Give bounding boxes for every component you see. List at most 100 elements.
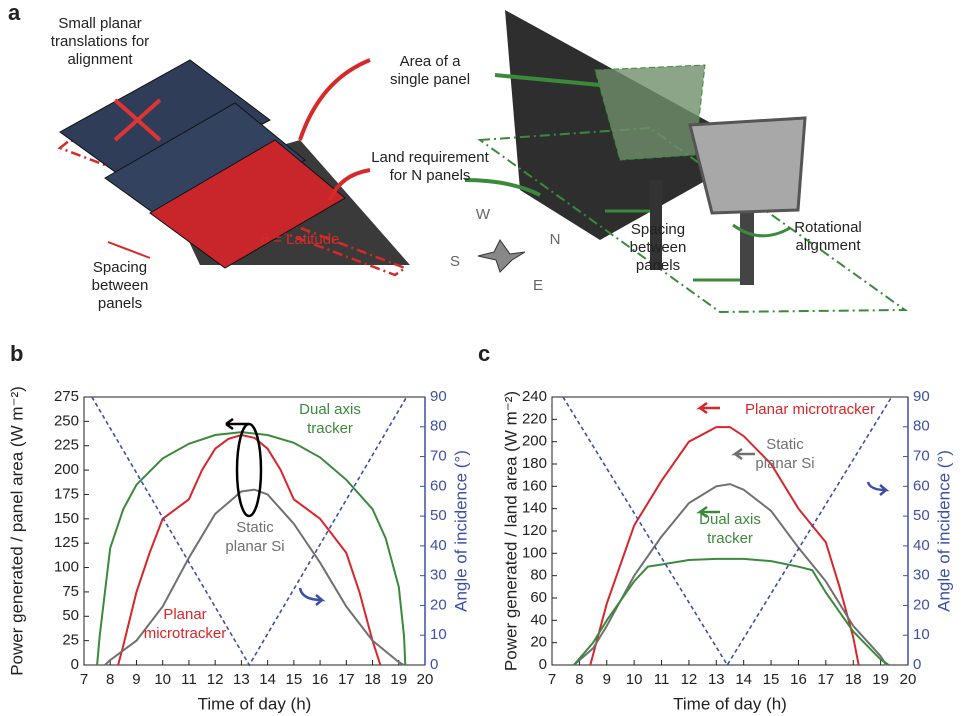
annotation: microtracker [144,625,227,642]
arrow [696,401,720,415]
annotation: Planar microtracker [745,401,875,418]
arrow [866,481,890,496]
y2-tick-label: 80 [913,418,930,435]
series-line [91,396,408,667]
y-tick-label: 200 [54,461,79,478]
x-tick-label: 18 [364,671,381,688]
arrow [298,587,326,606]
panel [594,64,706,161]
illustration-label: for N panels [390,167,471,184]
illustration-label: E [533,277,543,294]
y2-tick-label: 50 [913,507,930,524]
annotation: Dual axis [699,511,761,528]
illustration-label: Spacing [631,221,685,238]
y-tick-label: 220 [522,410,547,427]
y-tick-label: 100 [522,544,547,561]
annotation: Static [236,519,274,536]
series-line [104,488,405,666]
x-tick-label: 20 [417,671,434,688]
panel [59,59,271,191]
y-tick-label: 20 [530,634,547,651]
illustration-label: between [92,277,149,294]
illustration-label: S [450,253,460,270]
callout [328,168,371,201]
panel [149,139,346,269]
x-axis-title: Time of day (h) [673,694,787,713]
y-tick-label: 0 [539,656,547,673]
y2-tick-label: 30 [913,567,930,584]
y2-tick-label: 10 [430,626,447,643]
illustration-label: translations for [51,33,149,50]
x-tick-label: 10 [154,671,171,688]
x-tick-label: 16 [790,671,807,688]
x-tick-label: 13 [708,671,725,688]
arrow [731,447,755,461]
x-tick-label: 15 [763,671,780,688]
arrow [225,417,249,431]
y-tick-label: 240 [522,388,547,405]
callout [494,73,601,87]
x-tick-label: 14 [735,671,752,688]
rotation-arrow [732,223,791,238]
y-tick-label: 250 [54,412,79,429]
x-tick-label: 15 [286,671,303,688]
x-tick-label: 9 [132,671,140,688]
x-tick-label: 13 [233,671,250,688]
x-tick-label: 11 [181,671,197,688]
panel-letter: c [478,341,490,366]
y-tick-label: 225 [54,437,79,454]
pole [650,180,662,270]
y-tick-label: 180 [522,455,547,472]
y-tick-label: 40 [530,611,547,628]
y-axis-title: Power generated / panel area (W m⁻²) [7,386,26,676]
x-tick-label: 8 [106,671,114,688]
annotation: Dual axis [299,401,361,418]
y2-tick-label: 90 [913,388,930,405]
illustration-label: Rotational [794,219,862,236]
pole [740,200,754,285]
x-tick-label: 7 [80,671,88,688]
x-tick-label: 7 [548,671,556,688]
x-tick-label: 17 [818,671,835,688]
illustration-label: alignment [795,237,861,254]
illustration-label: between [630,239,687,256]
illustration-label: alignment [67,51,133,68]
compass [477,239,526,273]
y-tick-label: 100 [54,559,79,576]
series-line [573,557,890,666]
y-tick-label: 120 [522,522,547,539]
x-tick-label: 14 [259,671,276,688]
y-axis-title: Power generated / land area (W m⁻²) [501,391,520,671]
y-tick-label: 75 [62,583,79,600]
y-tick-label: 175 [54,485,79,502]
x-tick-label: 17 [338,671,355,688]
x-tick-label: 9 [603,671,611,688]
y2-tick-label: 90 [430,388,447,405]
y2-tick-label: 50 [430,507,447,524]
spacing-arrow [107,241,151,259]
callout [464,178,541,197]
x-tick-label: 20 [900,671,917,688]
y-tick-label: 60 [530,589,547,606]
arrow [696,505,720,519]
y2-tick-label: 60 [430,477,447,494]
y-tick-label: 160 [522,477,547,494]
y-tick-label: 50 [62,607,79,624]
x-tick-label: 12 [681,671,698,688]
grouping-ellipse [235,422,263,518]
x-tick-label: 19 [872,671,889,688]
annotation: planar Si [755,455,814,472]
x-tick-label: 19 [390,671,407,688]
y2-tick-label: 60 [913,477,930,494]
x-tick-label: 18 [845,671,862,688]
y2-axis-title: Angle of incidence (°) [451,450,470,612]
y2-tick-label: 20 [430,596,447,613]
y-tick-label: 0 [71,656,79,673]
series-line [589,426,860,666]
y2-tick-label: 10 [913,626,930,643]
y2-axis-title: Angle of incidence (°) [934,450,953,612]
annotation: tracker [307,420,353,437]
series-line [96,431,407,666]
illustration-label: θ = Latitude [261,231,340,248]
